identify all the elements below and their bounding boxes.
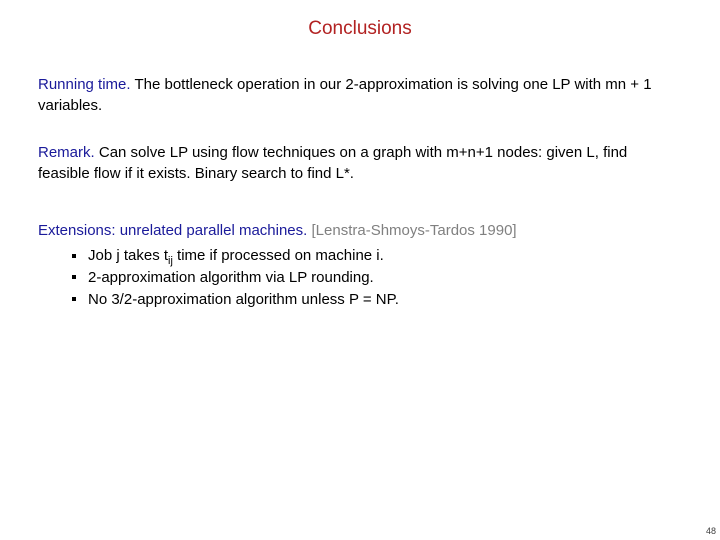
bullet-list: Job j takes tij time if processed on mac… <box>38 245 682 310</box>
body-remark: Can solve LP using flow techniques on a … <box>38 144 627 182</box>
lead-extensions: Extensions: unrelated parallel machines. <box>38 222 307 239</box>
list-item: Job j takes tij time if processed on mac… <box>72 245 682 267</box>
bullet-text: Job j takes t <box>88 247 168 264</box>
page-number: 48 <box>706 526 716 536</box>
bullet-text: 2-approximation algorithm via LP roundin… <box>88 269 374 286</box>
body-running-time: The bottleneck operation in our 2-approx… <box>38 76 652 114</box>
reference-citation: [Lenstra-Shmoys-Tardos 1990] <box>307 222 516 239</box>
list-item: 2-approximation algorithm via LP roundin… <box>72 267 682 289</box>
slide: Conclusions Running time. The bottleneck… <box>0 0 720 540</box>
bullet-text: No 3/2-approximation algorithm unless P … <box>88 291 399 308</box>
lead-remark: Remark. <box>38 144 95 161</box>
list-item: No 3/2-approximation algorithm unless P … <box>72 289 682 311</box>
slide-title: Conclusions <box>38 18 682 40</box>
paragraph-extensions: Extensions: unrelated parallel machines.… <box>38 220 682 310</box>
bullet-text: time if processed on machine i. <box>173 247 384 264</box>
paragraph-remark: Remark. Can solve LP using flow techniqu… <box>38 142 682 184</box>
lead-running-time: Running time. <box>38 76 131 93</box>
paragraph-running-time: Running time. The bottleneck operation i… <box>38 74 682 116</box>
